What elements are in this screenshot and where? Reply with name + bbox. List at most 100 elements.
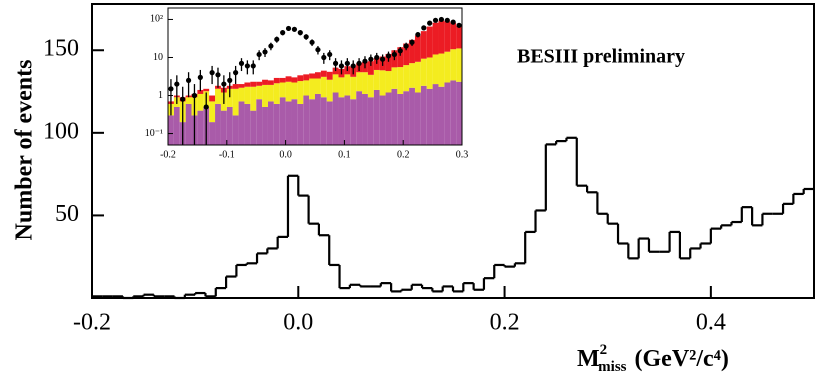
stack-segment — [320, 76, 327, 98]
stack-segment — [362, 93, 368, 145]
stack-segment — [332, 74, 339, 93]
stack-segment — [438, 20, 445, 54]
stack-segment — [403, 43, 410, 66]
stack-segment — [379, 95, 386, 145]
data-point — [391, 51, 397, 58]
stack-segment — [303, 95, 310, 145]
data-point — [456, 22, 462, 28]
stack-segment — [320, 97, 327, 145]
stack-segment — [414, 35, 421, 62]
stack-segment — [397, 93, 404, 145]
stack-segment — [444, 82, 451, 145]
stack-segment — [309, 99, 315, 145]
data-point — [403, 43, 409, 49]
stack-segment — [326, 79, 333, 102]
stack-segment — [256, 81, 263, 86]
stack-segment — [303, 80, 310, 96]
stack-segment — [450, 49, 457, 81]
x-label-subscript: miss — [598, 359, 627, 375]
y-tick-label: 10⁻¹ — [145, 128, 163, 139]
stack-segment — [197, 110, 204, 145]
data-point — [332, 60, 339, 66]
stack-segment — [250, 110, 257, 145]
data-point — [262, 49, 268, 55]
stack-segment — [344, 95, 351, 145]
stack-segment — [397, 47, 404, 68]
stack-segment — [456, 48, 462, 82]
data-point — [380, 56, 386, 62]
stack-segment — [420, 31, 427, 59]
data-point — [444, 17, 450, 23]
stack-segment — [244, 103, 251, 145]
stack-segment — [385, 71, 392, 93]
stack-segment — [409, 63, 415, 88]
x-tick-label: 0.3 — [456, 149, 469, 160]
y-tick-label: 100 — [43, 118, 79, 144]
data-point — [356, 60, 362, 66]
stack-segment — [291, 99, 298, 145]
stack-segment — [297, 75, 304, 82]
data-point — [168, 86, 174, 92]
stack-segment — [285, 101, 292, 145]
data-point — [197, 74, 203, 80]
stack-segment — [256, 99, 263, 145]
stack-segment — [403, 65, 410, 92]
x-tick-label: -0.2 — [160, 149, 176, 160]
stack-segment — [209, 101, 216, 123]
stack-segment — [356, 91, 363, 145]
stack-segment — [367, 74, 374, 98]
stack-segment — [262, 79, 268, 85]
stack-segment — [250, 86, 257, 111]
stack-segment — [356, 72, 363, 92]
stack-segment — [273, 77, 280, 84]
inset-plot — [168, 16, 462, 145]
stack-segment — [238, 101, 245, 145]
stack-segment — [226, 106, 233, 145]
stack-segment — [397, 67, 404, 94]
stack-segment — [373, 57, 380, 70]
data-point — [350, 63, 356, 69]
stack-segment — [350, 76, 357, 100]
stack-segment — [420, 85, 427, 145]
data-point — [309, 39, 315, 45]
stack-segment — [344, 74, 351, 96]
data-point — [274, 36, 280, 42]
data-point — [438, 16, 445, 23]
y-tick-label: 50 — [55, 201, 79, 227]
data-point — [174, 81, 180, 87]
data-point — [368, 56, 374, 62]
stack-segment — [285, 76, 292, 82]
data-point — [268, 43, 274, 49]
y-tick-label: 10² — [150, 14, 163, 25]
stack-segment — [426, 88, 433, 145]
data-point — [315, 47, 321, 53]
stack-segment — [420, 58, 427, 86]
stack-segment — [220, 110, 227, 145]
stack-segment — [456, 81, 462, 145]
stack-segment — [409, 39, 415, 64]
stack-segment — [197, 89, 204, 94]
stack-segment — [367, 61, 374, 75]
stack-segment — [432, 54, 439, 85]
data-point — [191, 92, 198, 99]
inset-border — [167, 7, 463, 146]
stack-segment — [279, 82, 286, 98]
stack-segment — [309, 73, 315, 79]
stack-segment — [244, 82, 251, 87]
data-point — [427, 20, 433, 26]
data-point — [280, 30, 286, 36]
x-label-unit: (GeV²/c⁴) — [635, 346, 729, 372]
y-tick-label: 150 — [43, 36, 79, 62]
stack-segment — [391, 67, 398, 89]
stack-segment — [409, 87, 415, 145]
data-point — [244, 63, 250, 69]
stack-segment — [385, 53, 392, 72]
stack-segment — [309, 78, 315, 100]
data-point — [285, 25, 292, 32]
stack-segment — [414, 61, 421, 93]
stack-segment — [173, 106, 180, 145]
x-axis-label: M2 miss (GeV²/c⁴) — [577, 342, 729, 375]
stack-segment — [403, 91, 410, 145]
stack-segment — [362, 72, 368, 94]
x-tick-label: 0.2 — [490, 310, 520, 336]
